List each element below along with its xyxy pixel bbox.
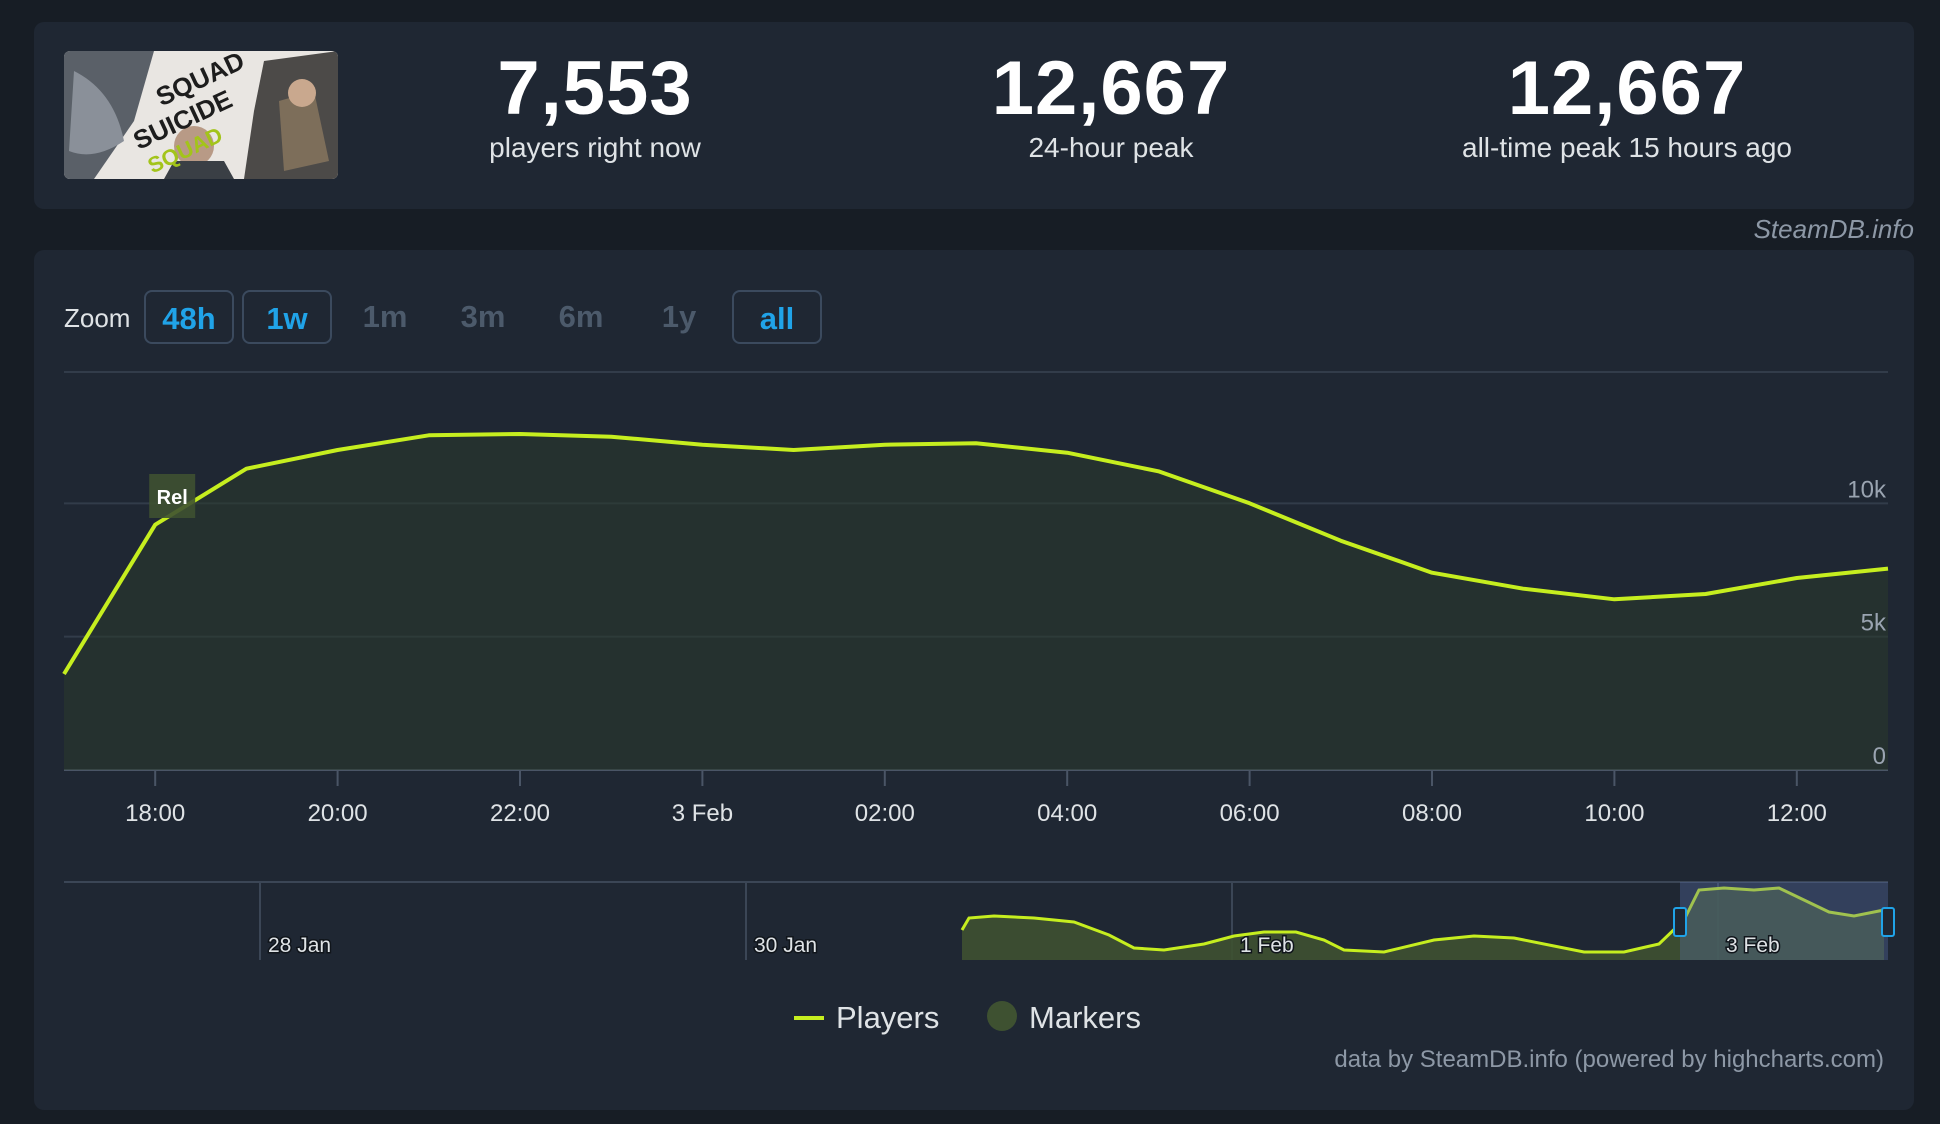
navigator-tick-label: 1 Feb — [1240, 934, 1294, 957]
peak-24h-label: 24-hour peak — [1028, 132, 1194, 163]
zoom-label: Zoom — [64, 303, 131, 333]
all-time-peak-value: 12,667 — [1507, 46, 1747, 131]
y-axis: 0 5k 10k — [1847, 476, 1887, 770]
release-marker-label: Rel — [157, 487, 188, 509]
navigator-selection — [1680, 882, 1888, 960]
stat-24h-peak: 12,667 24-hour peak — [901, 48, 1321, 166]
zoom-1m-button[interactable]: 1m — [362, 299, 408, 334]
area-layer — [62, 432, 1889, 770]
x-tick-label: 18:00 — [125, 800, 185, 827]
current-players-label: players right now — [489, 132, 701, 163]
stats-card: SQUAD SUICIDE SQUAD 7,553 players right … — [34, 22, 1914, 209]
x-axis: 18:00 20:00 22:00 3 Feb 02:00 04:00 06:00 08:00… — [125, 770, 1827, 827]
navigator-line — [960, 886, 1885, 954]
legend-players-label: Players — [836, 1000, 939, 1035]
zoom-all-button[interactable]: all — [732, 290, 822, 344]
x-tick-label: 06:00 — [1220, 800, 1280, 827]
navigator-right-handle — [1881, 907, 1895, 937]
x-tick-label: 02:00 — [855, 800, 915, 827]
x-tick-label: 3 Feb — [672, 800, 733, 827]
all-time-peak-label: all-time peak 15 hours ago — [1462, 132, 1792, 163]
peak-24h-value: 12,667 — [991, 46, 1231, 131]
navigator-tick-label: 30 Jan — [754, 934, 817, 957]
zoom-1y-button[interactable]: 1y — [661, 299, 697, 334]
steamdb-credit[interactable]: SteamDB.info — [1753, 214, 1914, 244]
player-chart: Rel 18:00 20:00 22:00 3 Feb 02:00 04:00 06:00 0… — [62, 371, 1895, 1035]
x-tick-label: 08:00 — [1402, 800, 1462, 827]
x-tick-label: 10:00 — [1584, 800, 1644, 827]
release-marker — [149, 474, 196, 518]
legend: Players Markers — [794, 1000, 1141, 1035]
x-tick-label: 12:00 — [1767, 800, 1827, 827]
chart-card: Zoom 48h 1w 1m 3m 6m 1y all Rel 18:00 20:… — [34, 250, 1914, 1110]
marker-layer: Rel — [149, 474, 196, 518]
y-tick-label: 10k — [1847, 476, 1887, 503]
players-area — [64, 434, 1888, 770]
stat-all-time-peak: 12,667 all-time peak 15 hours ago — [1417, 48, 1837, 166]
x-tick-label: 20:00 — [308, 800, 368, 827]
players-line — [62, 432, 1889, 676]
zoom-6m-button[interactable]: 6m — [558, 299, 604, 334]
navigator-tick-label: 28 Jan — [268, 934, 331, 957]
legend-markers-label: Markers — [1029, 1000, 1141, 1035]
navigator: 28 Jan 30 Jan 1 Feb 3 Feb — [64, 881, 1895, 960]
x-tick-label: 04:00 — [1037, 800, 1097, 827]
zoom-3m-button[interactable]: 3m — [460, 299, 506, 334]
zoom-48h-button[interactable]: 48h — [144, 290, 234, 344]
navigator-left-handle — [1673, 907, 1687, 937]
game-cover-image[interactable]: SQUAD SUICIDE SQUAD — [64, 51, 338, 179]
legend-markers-symbol — [987, 1001, 1017, 1031]
zoom-1w-button[interactable]: 1w — [242, 290, 332, 344]
y-tick-label: 0 — [1873, 743, 1886, 770]
stat-current-players: 7,553 players right now — [385, 48, 805, 166]
data-source-credit[interactable]: data by SteamDB.info (powered by highcha… — [1334, 1046, 1884, 1073]
y-tick-label: 5k — [1861, 610, 1887, 637]
navigator-tick-label: 3 Feb — [1726, 934, 1780, 957]
x-tick-label: 22:00 — [490, 800, 550, 827]
current-players-value: 7,553 — [497, 46, 693, 131]
